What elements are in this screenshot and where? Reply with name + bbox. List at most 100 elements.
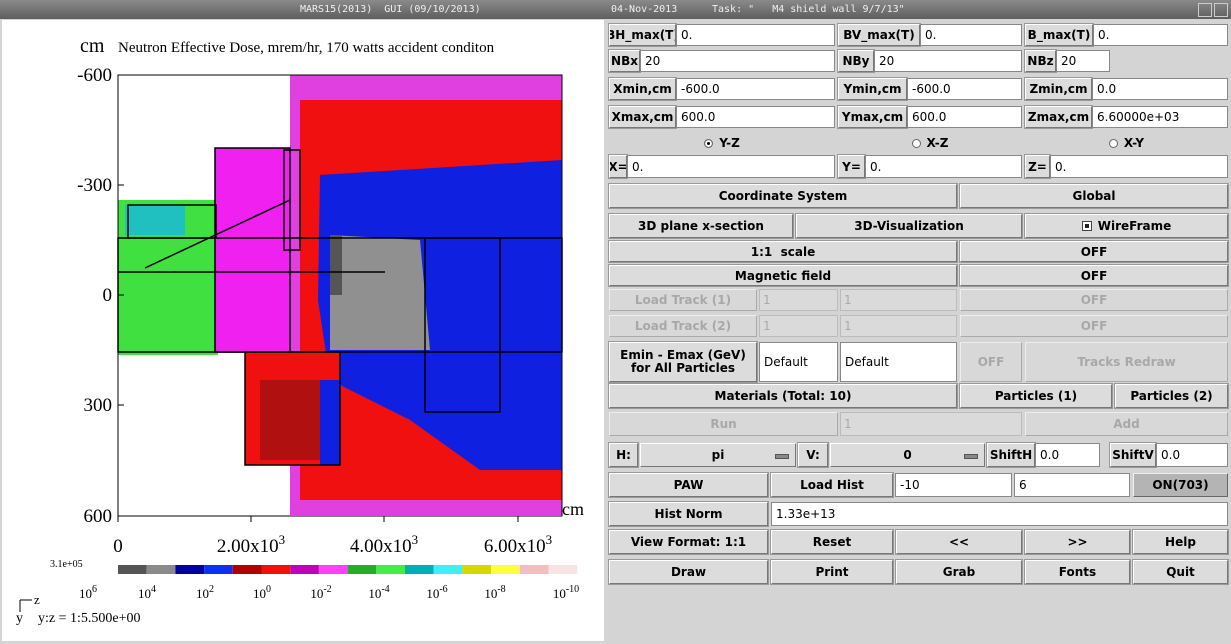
text-field[interactable]: 600.0	[676, 106, 835, 128]
colorbar-max: 3.1e+05	[50, 559, 83, 570]
text-field[interactable]: 0.	[1093, 24, 1228, 46]
button[interactable]: Zmin,cm	[1025, 78, 1092, 100]
text-field[interactable]: 0.0	[1092, 78, 1228, 100]
radio-button[interactable]: X-Z	[838, 133, 1022, 153]
text-field[interactable]: 0.0	[1035, 443, 1100, 467]
text-field[interactable]: 1.33e+13	[771, 502, 1228, 526]
text-field[interactable]: Default	[840, 342, 957, 382]
button[interactable]: B_max(T)	[1025, 24, 1093, 46]
button[interactable]: Fonts	[1025, 560, 1130, 584]
button[interactable]: >>	[1025, 530, 1130, 554]
label: X-Y	[1124, 136, 1144, 150]
button[interactable]: Quit	[1133, 560, 1228, 584]
button[interactable]: H:	[609, 443, 638, 467]
button[interactable]: V:	[798, 443, 828, 467]
button[interactable]: Particles (1)	[960, 384, 1112, 408]
text-field[interactable]: 0.	[865, 155, 1022, 178]
text-field[interactable]: -600.0	[907, 78, 1022, 100]
button[interactable]: Zmax,cm	[1025, 106, 1092, 128]
label: 0.0	[1097, 82, 1116, 96]
button[interactable]: Magnetic field	[609, 265, 957, 286]
button[interactable]: Grab	[896, 560, 1022, 584]
text-field[interactable]: -10	[895, 473, 1012, 497]
colorbar-cell	[376, 565, 405, 574]
disabled-field: 1	[759, 289, 838, 311]
button[interactable]: OFF	[960, 241, 1228, 262]
text-field[interactable]: -600.0	[676, 78, 835, 100]
button[interactable]: Global	[960, 184, 1228, 208]
button[interactable]: <<	[896, 530, 1022, 554]
button[interactable]: ShiftH	[987, 443, 1035, 467]
button[interactable]: Ymin,cm	[838, 78, 907, 100]
text-field[interactable]: 20	[1056, 50, 1110, 72]
button[interactable]: Print	[771, 560, 893, 584]
colorbar-label-base: 10	[310, 586, 323, 601]
text-field[interactable]: 20	[874, 50, 1022, 72]
label: Zmin,cm	[1029, 82, 1087, 96]
checkbox-indicator	[1082, 221, 1092, 231]
button[interactable]: Draw	[609, 560, 768, 584]
button[interactable]: NBy	[838, 50, 874, 72]
button[interactable]: Coordinate System	[609, 184, 957, 208]
text-field[interactable]: 600.0	[907, 106, 1022, 128]
button[interactable]: Hist Norm	[609, 502, 768, 526]
checkbox[interactable]: WireFrame	[1025, 214, 1228, 238]
button[interactable]: 1:1 scale	[609, 241, 957, 262]
button[interactable]: Help	[1133, 530, 1228, 554]
radio-button[interactable]: X-Y	[1025, 133, 1228, 153]
text-field[interactable]: 0.	[627, 155, 835, 178]
button[interactable]: Z=	[1025, 155, 1050, 178]
button[interactable]: X=	[609, 155, 627, 178]
text-field[interactable]: 6.60000e+03	[1092, 106, 1228, 128]
close-button[interactable]	[1214, 3, 1228, 17]
button[interactable]: Xmax,cm	[609, 106, 676, 128]
label: Default	[845, 355, 889, 369]
label: PAW	[674, 478, 704, 492]
button[interactable]: 3D plane x-section	[609, 214, 793, 238]
colorbar-label-exponent: 6	[92, 584, 97, 595]
button[interactable]: View Format: 1:1	[609, 530, 768, 554]
button[interactable]: Load Hist	[771, 473, 893, 497]
button[interactable]: NBz	[1025, 50, 1056, 72]
text-field[interactable]: 0.	[920, 24, 1022, 46]
dose-region	[320, 380, 340, 465]
colorbar-label-base: 10	[196, 586, 209, 601]
label: 1	[844, 319, 852, 333]
colorbar-cell	[462, 565, 491, 574]
label: 0.	[681, 28, 692, 42]
toggle-button[interactable]: ON(703)	[1133, 473, 1228, 497]
button[interactable]: PAW	[609, 473, 768, 497]
minimize-button[interactable]	[1198, 3, 1212, 17]
label: V:	[806, 448, 820, 462]
button[interactable]: OFF	[960, 265, 1228, 286]
button[interactable]: Xmin,cm	[609, 78, 676, 100]
text-field[interactable]: 0.	[1050, 155, 1228, 178]
button[interactable]: ShiftV	[1110, 443, 1156, 467]
text-field[interactable]: 0.	[676, 24, 835, 46]
text-field[interactable]: 0.0	[1156, 443, 1228, 467]
text-field[interactable]: Default	[759, 342, 838, 382]
button[interactable]: BH_max(T)	[609, 24, 676, 46]
colorbar-label-exponent: -10	[566, 584, 579, 595]
button[interactable]: Particles (2)	[1115, 384, 1228, 408]
radio-button[interactable]: Y-Z	[609, 133, 835, 153]
label: 1:1 scale	[751, 245, 815, 259]
button[interactable]: NBx	[609, 50, 640, 72]
button[interactable]: Reset	[771, 530, 893, 554]
button[interactable]: Emin - Emax (GeV) for All Particles	[609, 342, 757, 382]
button[interactable]: BV_max(T)	[838, 24, 920, 46]
label: Xmax,cm	[612, 110, 674, 124]
button[interactable]: Y=	[838, 155, 865, 178]
disabled-button: Run	[609, 412, 838, 436]
label: 0.	[925, 28, 936, 42]
button[interactable]: Materials (Total: 10)	[609, 384, 957, 408]
text-field[interactable]: 6	[1014, 473, 1130, 497]
label: 0.	[632, 160, 643, 174]
button[interactable]: 3D-Visualization	[796, 214, 1022, 238]
label: Add	[1113, 417, 1139, 431]
text-field[interactable]: 20	[640, 50, 835, 72]
dropdown[interactable]: 0	[830, 443, 985, 467]
dropdown[interactable]: pi	[640, 443, 796, 467]
button[interactable]: Ymax,cm	[838, 106, 907, 128]
label: Load Track (1)	[635, 293, 731, 307]
